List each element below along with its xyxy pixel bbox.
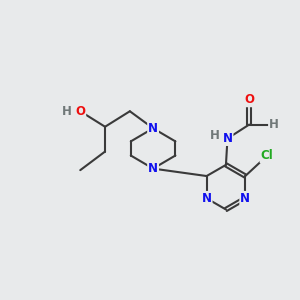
Text: H: H xyxy=(62,105,72,118)
Text: N: N xyxy=(202,192,212,205)
Text: H: H xyxy=(209,129,219,142)
Text: N: N xyxy=(240,192,250,205)
Text: Cl: Cl xyxy=(261,149,273,162)
Text: N: N xyxy=(223,132,232,145)
Text: N: N xyxy=(148,122,158,135)
Text: O: O xyxy=(244,93,254,106)
Text: O: O xyxy=(75,105,85,118)
Text: N: N xyxy=(148,162,158,175)
Text: H: H xyxy=(269,118,279,131)
